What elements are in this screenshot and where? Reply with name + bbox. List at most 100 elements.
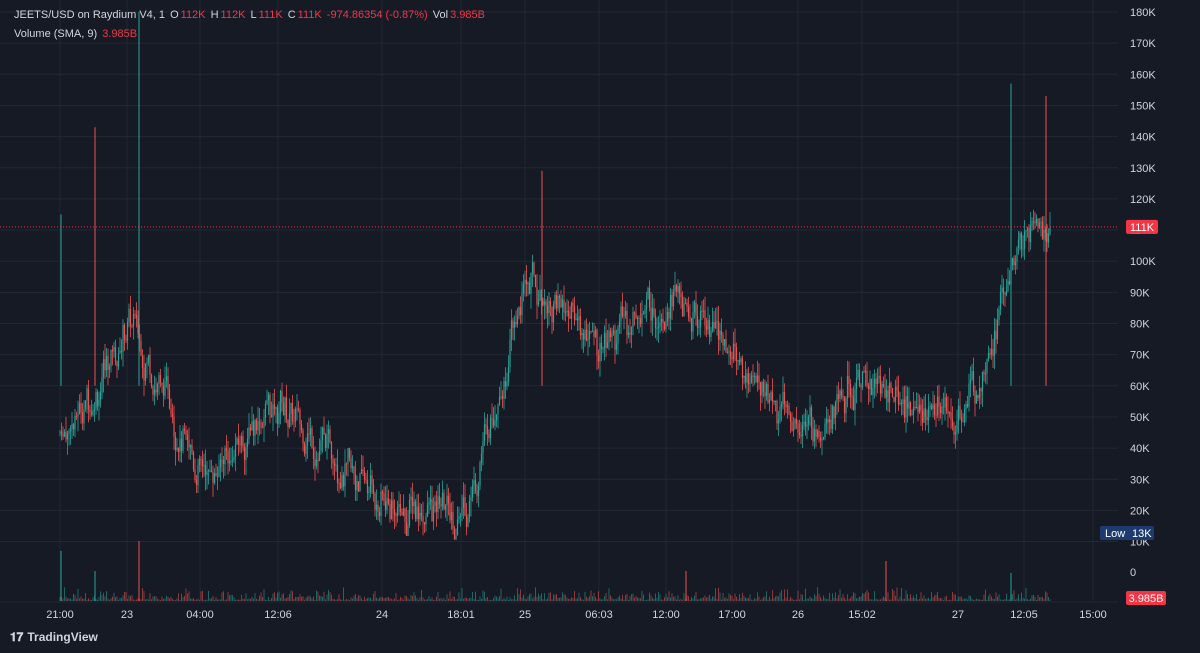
candle-body	[206, 471, 208, 476]
volume-bar	[677, 595, 679, 601]
low-tag-label: Low	[1105, 528, 1125, 540]
candle-body	[435, 501, 438, 512]
candle-body	[483, 424, 486, 441]
y-tick-label: 50K	[1130, 412, 1150, 424]
volume-bar	[665, 593, 667, 601]
volume-bar	[256, 598, 257, 601]
candle-body	[603, 332, 606, 349]
volume-bar	[394, 598, 395, 601]
volume-bar	[956, 599, 958, 601]
volume-bar	[395, 592, 397, 601]
y-tick-label: 70K	[1130, 350, 1150, 362]
candle-body	[1049, 227, 1051, 235]
candle-body	[506, 381, 508, 387]
candle-body	[822, 437, 825, 440]
candle-body	[597, 355, 600, 362]
candle-body	[900, 402, 903, 405]
volume-bar	[562, 592, 563, 601]
candle-body	[429, 498, 432, 503]
volume-bar	[809, 596, 811, 601]
volume-bar	[323, 591, 325, 601]
volume-bar	[554, 594, 556, 601]
volume-bar	[478, 599, 479, 601]
candle-body	[944, 397, 946, 408]
candle-body	[405, 521, 408, 536]
candle-body	[365, 479, 367, 481]
candle-body	[347, 448, 349, 464]
candle-body	[789, 414, 792, 422]
candle-body	[470, 497, 472, 502]
volume-bar	[419, 597, 421, 601]
candle-body	[827, 418, 829, 423]
volume-bar	[755, 599, 757, 601]
x-tick-label: 24	[376, 609, 388, 621]
candle-body	[539, 289, 541, 301]
legend-change: -974.86354 (-0.87%)	[326, 9, 428, 21]
volume-bar	[362, 599, 364, 601]
candle-body	[461, 507, 463, 516]
volume-bar	[776, 595, 778, 601]
candle-body	[504, 380, 507, 387]
candle-body	[230, 460, 232, 462]
volume-bar	[115, 597, 116, 601]
candle-body	[333, 463, 336, 466]
volume-bar	[514, 595, 515, 601]
x-tick-label: 18:01	[447, 609, 475, 621]
candle-body	[360, 469, 363, 474]
candle-body	[615, 343, 618, 350]
candle-body	[125, 339, 127, 341]
volume-bar	[859, 596, 860, 601]
candle-body	[191, 445, 193, 453]
candle-body	[161, 382, 163, 386]
volume-bar	[457, 599, 458, 601]
candle-body	[410, 496, 412, 500]
candle-body	[522, 283, 525, 294]
candle-body	[884, 387, 886, 398]
volume-bar	[223, 591, 224, 601]
tradingview-brand[interactable]: 𝟏𝟕 TradingView	[10, 630, 98, 645]
candle-body	[681, 297, 684, 316]
candle-body	[557, 295, 559, 309]
candle-body	[81, 412, 84, 424]
volume-bar	[766, 591, 767, 601]
candle-body	[273, 404, 276, 409]
volume-bar	[655, 593, 656, 601]
legend-volume-label: Vol	[432, 9, 449, 21]
candle-body	[332, 459, 334, 464]
volume-bar	[874, 591, 875, 601]
volume-bar	[224, 599, 226, 601]
volume-bar	[629, 596, 631, 601]
candle-body	[290, 402, 292, 414]
y-tick-label: 40K	[1130, 443, 1150, 455]
candle-body	[293, 420, 295, 422]
candle-body	[561, 299, 564, 308]
candle-body	[1046, 232, 1048, 243]
candle-body	[135, 314, 138, 318]
volume-bar	[128, 595, 130, 601]
volume-bar	[206, 599, 208, 601]
candle-body	[767, 384, 769, 403]
candle-body	[279, 391, 282, 413]
candle-body	[431, 498, 433, 522]
candle-body	[1005, 290, 1008, 295]
volume-bar	[269, 599, 271, 601]
volume-bar	[178, 593, 179, 601]
volume-bar	[811, 597, 812, 601]
volume-bar	[739, 593, 740, 601]
volume-bar	[551, 599, 553, 601]
volume-bar	[559, 597, 560, 601]
volume-bar	[385, 597, 386, 601]
candle-body	[158, 375, 160, 384]
volume-bar	[368, 597, 370, 601]
volume-bar	[761, 598, 763, 601]
volume-bar	[430, 599, 431, 601]
candle-body	[555, 294, 558, 309]
candle-body	[348, 448, 351, 458]
volume-bar	[217, 599, 218, 601]
candle-body	[987, 352, 990, 360]
candle-body	[240, 436, 243, 446]
volume-bar	[779, 592, 781, 601]
candle-body	[969, 379, 972, 384]
candle-body	[1019, 233, 1021, 240]
